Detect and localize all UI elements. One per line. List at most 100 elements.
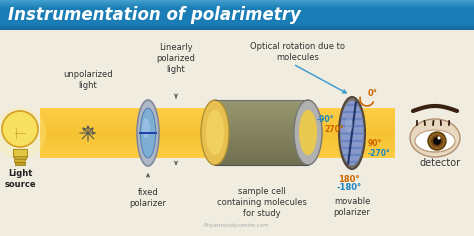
Bar	[40, 136, 395, 138]
Bar	[215, 162, 308, 165]
Bar	[0, 4, 474, 5]
Bar	[0, 5, 474, 6]
Circle shape	[438, 136, 440, 139]
Text: -90°: -90°	[317, 114, 334, 123]
Bar	[215, 116, 308, 119]
Circle shape	[2, 111, 38, 147]
Bar	[40, 150, 395, 151]
Text: detector: detector	[419, 158, 461, 168]
Ellipse shape	[137, 100, 159, 166]
Text: 180°: 180°	[338, 175, 360, 184]
Bar	[40, 143, 395, 145]
Bar	[0, 0, 474, 30]
Bar	[15, 162, 25, 165]
Bar	[40, 130, 395, 131]
Ellipse shape	[339, 97, 365, 169]
Text: 90°: 90°	[368, 139, 382, 148]
Circle shape	[433, 137, 441, 145]
Bar	[215, 139, 308, 142]
Bar	[0, 0, 474, 1]
Ellipse shape	[201, 100, 229, 165]
Bar	[0, 3, 474, 4]
Bar	[40, 120, 395, 121]
Bar	[40, 123, 395, 125]
Bar	[40, 116, 395, 118]
Bar	[0, 6, 474, 7]
Bar	[215, 149, 308, 152]
Text: fixed
polarizer: fixed polarizer	[129, 188, 166, 208]
Bar	[215, 100, 308, 165]
Bar	[215, 103, 308, 106]
Bar	[40, 146, 395, 148]
Bar	[40, 108, 395, 110]
Bar	[0, 27, 474, 28]
Bar	[40, 145, 395, 146]
Bar	[215, 142, 308, 146]
Text: unpolarized
light: unpolarized light	[63, 70, 113, 90]
Circle shape	[431, 135, 443, 147]
Bar	[40, 133, 395, 135]
Bar	[40, 151, 395, 153]
Bar	[40, 135, 395, 136]
Text: Optical rotation due to
molecules: Optical rotation due to molecules	[250, 42, 346, 62]
Ellipse shape	[410, 119, 460, 157]
Bar	[0, 2, 474, 3]
Bar	[14, 156, 26, 159]
Bar	[215, 155, 308, 159]
Bar	[40, 126, 395, 128]
Text: Priyamstudycentre.com: Priyamstudycentre.com	[204, 223, 270, 228]
Bar	[40, 110, 395, 111]
Bar	[215, 136, 308, 139]
Bar	[215, 126, 308, 129]
Text: Instrumentation of polarimetry: Instrumentation of polarimetry	[8, 6, 301, 24]
Ellipse shape	[340, 101, 364, 165]
Bar	[40, 125, 395, 126]
Text: Light
source: Light source	[4, 169, 36, 189]
Bar	[40, 141, 395, 143]
Ellipse shape	[415, 130, 455, 152]
Bar	[215, 123, 308, 126]
Bar	[40, 121, 395, 123]
Bar	[215, 100, 308, 103]
Bar	[0, 28, 474, 29]
Bar	[215, 132, 308, 136]
Bar	[40, 156, 395, 158]
Bar	[40, 153, 395, 155]
Bar	[0, 26, 474, 27]
Ellipse shape	[140, 108, 155, 158]
Bar	[215, 113, 308, 116]
Bar	[13, 149, 27, 157]
Circle shape	[0, 107, 46, 159]
Ellipse shape	[299, 110, 317, 155]
Bar	[0, 7, 474, 8]
Bar	[40, 111, 395, 113]
Ellipse shape	[294, 100, 322, 165]
Bar	[40, 128, 395, 130]
Bar	[40, 118, 395, 120]
Bar	[40, 131, 395, 133]
Ellipse shape	[345, 118, 353, 132]
Ellipse shape	[142, 118, 150, 138]
Bar	[215, 159, 308, 162]
Bar	[215, 129, 308, 132]
Text: sample cell
containing molecules
for study: sample cell containing molecules for stu…	[217, 187, 306, 218]
Circle shape	[428, 132, 446, 150]
Text: Linearly
polarized
light: Linearly polarized light	[156, 43, 195, 74]
Text: -180°: -180°	[337, 183, 362, 192]
Bar	[215, 119, 308, 123]
Bar	[40, 140, 395, 141]
Bar	[40, 115, 395, 116]
Bar	[215, 106, 308, 110]
Bar	[0, 1, 474, 2]
Bar	[40, 155, 395, 156]
Bar	[15, 159, 26, 162]
Bar	[40, 113, 395, 115]
Text: 0°: 0°	[368, 88, 378, 97]
Text: movable
polarizer: movable polarizer	[334, 197, 371, 217]
Bar	[215, 110, 308, 113]
Bar	[215, 146, 308, 149]
Bar	[40, 138, 395, 140]
Bar	[0, 29, 474, 30]
Bar	[40, 148, 395, 150]
Bar	[215, 152, 308, 155]
